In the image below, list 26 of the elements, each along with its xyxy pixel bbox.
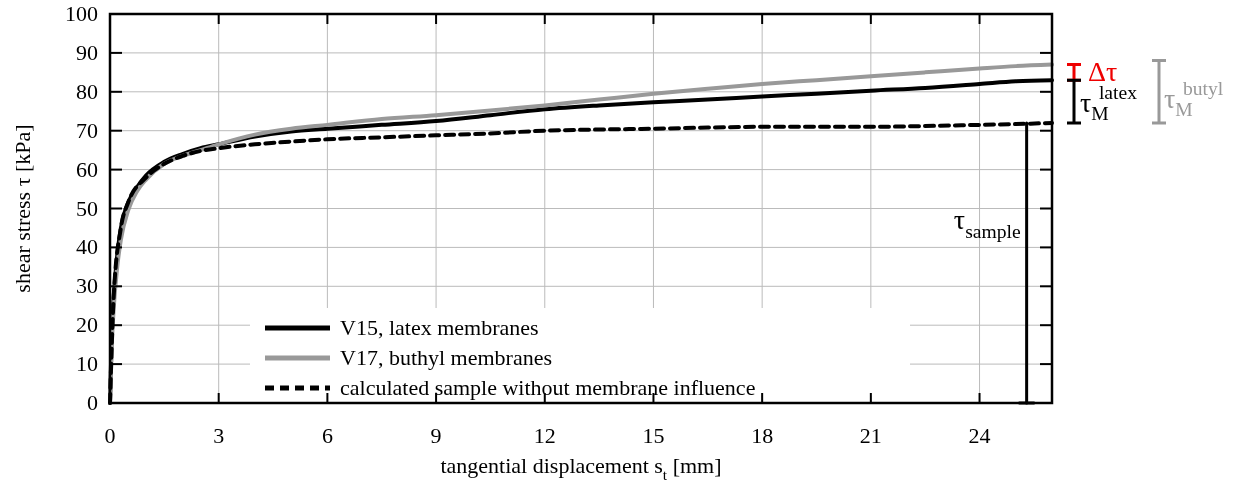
y-tick-label: 40 (76, 234, 98, 260)
x-tick-label: 0 (104, 423, 116, 448)
x-tick-label: 21 (859, 423, 882, 448)
y-axis-title: shear stress τ [kPa] (10, 124, 35, 293)
x-tick-label: 12 (533, 423, 556, 448)
x-tick-label: 3 (213, 423, 225, 448)
y-tick-label: 80 (76, 78, 98, 104)
y-tick-label: 50 (76, 195, 98, 221)
x-tick-label: 6 (321, 423, 333, 448)
x-tick-label: 9 (430, 423, 442, 448)
x-tick-label: 24 (968, 423, 991, 448)
legend-label: V17, buthyl membranes (340, 345, 553, 370)
y-tick-label: 30 (76, 273, 98, 299)
y-tick-label: 20 (76, 312, 98, 338)
x-axis-title: tangential displacement s$_{t}$ [mm] (440, 453, 722, 483)
annotation: τ$_{sample}$ (953, 204, 1021, 242)
legend-label: V15, latex membranes (340, 315, 539, 340)
y-tick-label: 60 (76, 156, 98, 182)
x-tick-label: 18 (751, 423, 774, 448)
legend-label: calculated sample without membrane influence (340, 375, 756, 400)
y-tick-label: 90 (76, 39, 98, 65)
x-tick-label: 15 (642, 423, 665, 448)
y-tick-label: 0 (87, 390, 98, 415)
y-tick-label: 10 (76, 351, 98, 377)
y-tick-label: 70 (76, 117, 98, 143)
y-tick-label: 100 (65, 1, 98, 26)
